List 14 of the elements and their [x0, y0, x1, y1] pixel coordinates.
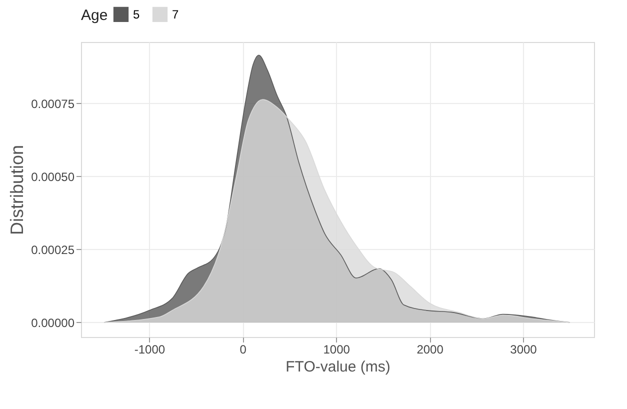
legend-label: 7 [172, 7, 179, 22]
legend-title: Age [81, 7, 108, 24]
y-tick-label: 0.00075 [31, 96, 75, 111]
x-tick-label: 1000 [323, 342, 350, 356]
x-tick-label: -1000 [134, 342, 166, 356]
y-tick-label: 0.00050 [31, 170, 75, 184]
x-tick-label: 0 [240, 342, 247, 356]
y-tick-label: 0.00025 [31, 242, 75, 257]
y-axis-title: Distribution [7, 144, 28, 236]
y-tick-label: 0.00000 [31, 316, 75, 330]
legend-label: 5 [133, 7, 140, 22]
x-tick-label: 2000 [416, 342, 444, 356]
x-axis-title: FTO-value (ms) [286, 358, 390, 376]
x-tick-label: 3000 [510, 342, 538, 356]
